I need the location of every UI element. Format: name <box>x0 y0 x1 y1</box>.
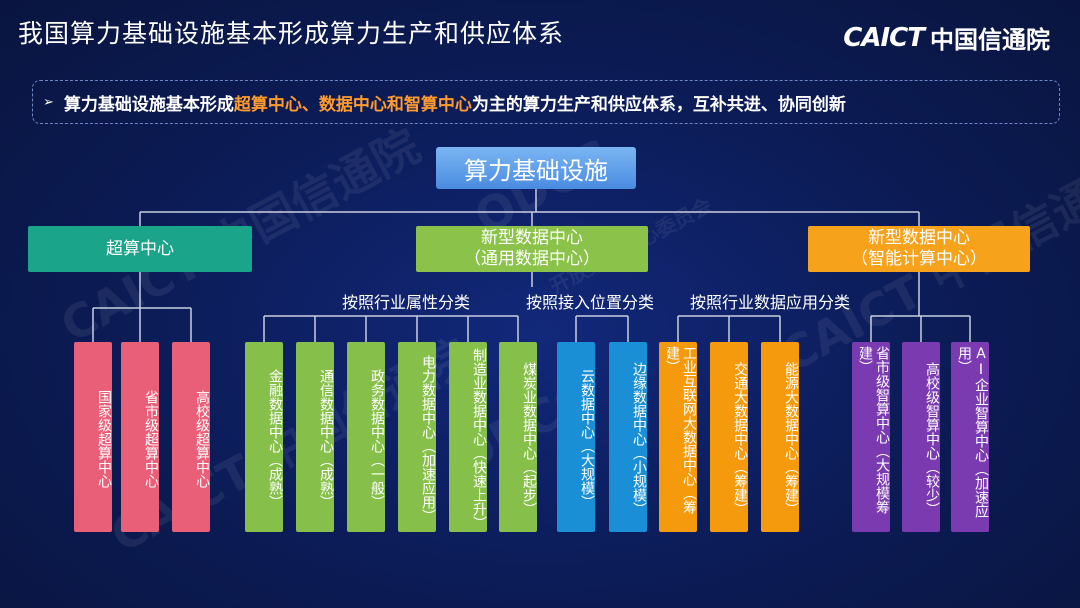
logo-en: CAICT <box>843 22 925 53</box>
sub-label-industry-data-application: 按照行业数据应用分类 <box>690 293 851 312</box>
leaf-node: 高校级智算中心（较少） <box>902 342 940 532</box>
leaf-node: AI企业智算中心（加速应用） <box>951 342 989 532</box>
category-sublabel: （通用数据中心） <box>464 249 600 269</box>
leaf-node: 云数据中心（大规模） <box>557 342 595 532</box>
caict-logo: CAICT 中国信通院 <box>843 20 1050 55</box>
leaf-node: 国家级超算中心 <box>74 342 112 532</box>
banner-text-highlight: 超算中心、数据中心和智算中心 <box>233 94 472 115</box>
leaf-node: 边缘数据中心（小规模） <box>609 342 647 532</box>
leaf-node: 政务数据中心（一般） <box>347 342 385 532</box>
category-general-datacenter: 新型数据中心 （通用数据中心） <box>416 226 648 272</box>
category-label: 新型数据中心 <box>868 228 970 248</box>
leaf-node: 煤炭业数据中心（起步） <box>499 342 537 532</box>
leaf-node: 交通大数据中心（筹建） <box>710 342 748 532</box>
page-title: 我国算力基础设施基本形成算力生产和供应体系 <box>18 19 565 48</box>
leaf-node: 通信数据中心（成熟） <box>296 342 334 532</box>
leaf-node: 金融数据中心（成熟） <box>245 342 283 532</box>
sub-label-industry-attribute: 按照行业属性分类 <box>342 293 471 312</box>
logo-cn: 中国信通院 <box>930 26 1050 54</box>
sub-label-access-position: 按照接入位置分类 <box>526 293 655 312</box>
leaf-node: 省市级超算中心 <box>121 342 159 532</box>
category-intelligent-computing: 新型数据中心 （智能计算中心） <box>808 226 1030 272</box>
leaf-node: 高校级超算中心 <box>172 342 210 532</box>
leaf-node: 能源大数据中心（筹建） <box>761 342 799 532</box>
leaf-node: 制造业数据中心（快速上升） <box>449 342 487 532</box>
banner-text-pre: 算力基础设施基本形成 <box>63 94 234 115</box>
category-sublabel: （智能计算中心） <box>851 249 987 269</box>
triangle-bullet-icon: ➢ <box>43 94 54 110</box>
root-node: 算力基础设施 <box>436 147 636 189</box>
category-supercomputing: 超算中心 <box>28 226 252 272</box>
leaf-node: 电力数据中心（加速应用） <box>398 342 436 532</box>
leaf-node: 工业互联网大数据中心（筹建） <box>659 342 697 532</box>
banner-text-post: 为主的算力生产和供应体系，互补共进、协同创新 <box>471 94 846 115</box>
category-label: 超算中心 <box>106 238 174 259</box>
category-label: 新型数据中心 <box>481 228 583 248</box>
summary-banner: ➢ 算力基础设施基本形成 超算中心、数据中心和智算中心 为主的算力生产和供应体系… <box>32 80 1060 124</box>
leaf-node: 省市级智算中心（大规模筹建） <box>852 342 890 532</box>
